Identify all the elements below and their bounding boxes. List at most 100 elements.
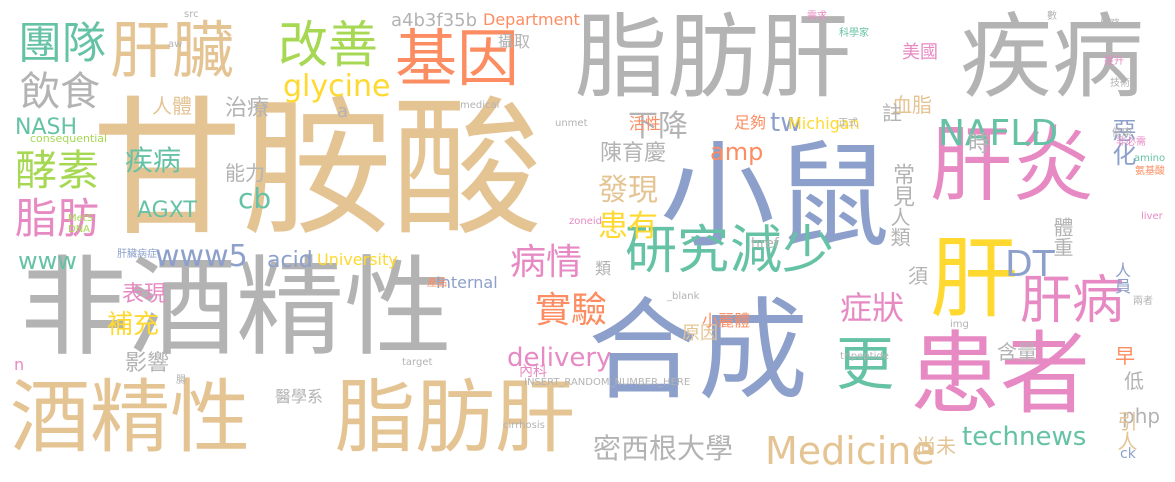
word-cloud-word: cb [238, 182, 272, 215]
word-cloud-word: 治療 [225, 96, 270, 121]
word-cloud-word: 兩者 [1133, 296, 1153, 307]
word-cloud-word: 健康 [1112, 128, 1132, 139]
word-cloud-word: a [337, 101, 349, 122]
word-cloud-word: unmet [555, 118, 588, 129]
word-cloud-word: href [751, 236, 779, 252]
word-cloud-word: 下降 [628, 109, 688, 144]
word-cloud-word: 美國 [902, 42, 938, 63]
word-cloud-word: 肝炎 [930, 118, 1095, 213]
word-cloud-word: 類 [595, 259, 612, 278]
word-cloud-word: 尚未 [916, 434, 956, 458]
word-cloud-word: 酒精性 [10, 371, 250, 464]
word-cloud-word: 實驗 [535, 290, 608, 331]
word-cloud-word: technews [962, 422, 1087, 452]
word-cloud-word: img [950, 319, 969, 330]
word-cloud-word: 更 [836, 330, 895, 398]
word-cloud-word: cirrhosis [503, 420, 545, 431]
word-cloud-word: 減少 [730, 221, 835, 281]
word-cloud-word: www [18, 247, 77, 275]
word-cloud-word: 註 [882, 101, 902, 125]
word-cloud-word: delivery [507, 343, 612, 373]
word-cloud-word: 酵素 [15, 146, 100, 195]
word-cloud-word: 發現 [598, 173, 658, 208]
word-cloud-word: 足夠 [734, 113, 767, 132]
word-cloud-word: 科學家 [839, 28, 869, 39]
word-cloud-word: 時 [968, 132, 991, 157]
word-cloud-word: University [317, 250, 398, 269]
word-cloud-word: amino [1134, 153, 1166, 164]
word-cloud-word: NASH [15, 115, 78, 140]
word-cloud-word: glycine [283, 69, 391, 104]
word-cloud-word: ck [1120, 446, 1136, 462]
word-cloud-word: 低 [1124, 369, 1144, 393]
word-cloud-word: 脂肪肝 [575, 4, 852, 111]
word-cloud-word: liver [1141, 211, 1163, 222]
word-cloud-word: 患者 [910, 322, 1090, 427]
word-cloud-word: Department [483, 10, 580, 29]
word-cloud-word: acid [267, 248, 313, 273]
word-cloud-word: 病情 [510, 242, 583, 283]
word-cloud-word: 含量 [997, 340, 1037, 364]
word-cloud-word: 技術 [1110, 78, 1130, 89]
word-cloud-word: Michigan [788, 114, 860, 133]
word-cloud-word: 影響 [125, 351, 170, 376]
word-cloud-word: 人類 [887, 207, 911, 247]
word-cloud-word: aw [168, 39, 183, 50]
word-cloud-word: _blank [667, 291, 700, 302]
word-cloud-word: 能力 [225, 161, 265, 185]
word-cloud-word: 症狀 [840, 289, 905, 327]
word-cloud-word: 血脂 [892, 93, 932, 117]
word-cloud-word: DNA [68, 224, 91, 235]
word-cloud-word: 脂肪 [15, 194, 100, 243]
word-cloud-word: a4b3f35b [391, 10, 478, 31]
word-cloud-word: 腸 [176, 375, 186, 386]
word-cloud-word: DT [1005, 244, 1055, 285]
word-cloud-word: 小鼠 [660, 130, 891, 264]
word-cloud-word: 甘胺酸 [92, 83, 543, 257]
word-cloud-word: target [402, 357, 433, 368]
word-cloud-word: tw [770, 108, 802, 138]
word-cloud-word: NAFLD [938, 113, 1059, 154]
word-cloud-word: www5 [155, 239, 248, 274]
word-cloud-word: 氨基酸 [1135, 166, 1165, 177]
word-cloud-word: src [184, 9, 199, 20]
word-cloud-word: 產品 [427, 278, 447, 289]
word-cloud-word: Internal [436, 273, 498, 292]
word-cloud-word: 早 [1115, 344, 1135, 368]
word-cloud-word: 原因 [682, 323, 718, 344]
word-cloud-word: 非酒精性 [20, 246, 453, 371]
word-cloud-word: 惡化 [1108, 118, 1136, 166]
word-cloud-word: 合成 [588, 287, 808, 415]
word-cloud-word: 補充 [107, 310, 160, 340]
word-cloud-word: AGXT [137, 198, 197, 223]
word-cloud-word: 肝病 [1020, 271, 1125, 331]
word-cloud-word: 疾病 [125, 144, 182, 177]
word-cloud-word: 服務 [1100, 19, 1120, 30]
word-cloud-word: 非必需 [1116, 137, 1146, 148]
word-cloud-word: tripeptide [840, 351, 889, 362]
word-cloud-word: INSERT_RANDOM_NUMBER_HERE [524, 377, 691, 388]
word-cloud-word: zoneid [569, 216, 602, 227]
word-cloud-word: 表現 [122, 282, 167, 307]
word-cloud-word: 數 [1047, 11, 1057, 22]
word-cloud-word: 醫學系 [275, 387, 324, 406]
word-cloud-word: 疾病 [960, 4, 1145, 111]
word-cloud-word: 須 [908, 264, 928, 288]
word-cloud-word: 需求 [807, 11, 827, 22]
word-cloud-word: 人體 [152, 94, 192, 118]
word-cloud-word: medical [460, 100, 500, 111]
word-cloud-word: 肝 [930, 227, 1019, 330]
word-cloud-word: 改善 [278, 16, 378, 74]
word-cloud-word: 引人 [1114, 411, 1138, 451]
word-cloud-word: 常見 [889, 163, 914, 207]
word-cloud-word: 患有 [598, 209, 658, 244]
word-cloud-word: 提升 [1104, 56, 1124, 67]
word-cloud-word: 肝臟病症 [117, 249, 157, 260]
word-cloud-word: 飲食 [20, 69, 100, 115]
word-cloud-word: 攝取 [498, 32, 531, 51]
word-cloud-word: php [1122, 404, 1161, 428]
word-cloud-word: 小麗體 [702, 311, 751, 330]
word-cloud-word: 脂肪肝 [335, 371, 575, 464]
word-cloud-word: 內科 [519, 364, 547, 380]
